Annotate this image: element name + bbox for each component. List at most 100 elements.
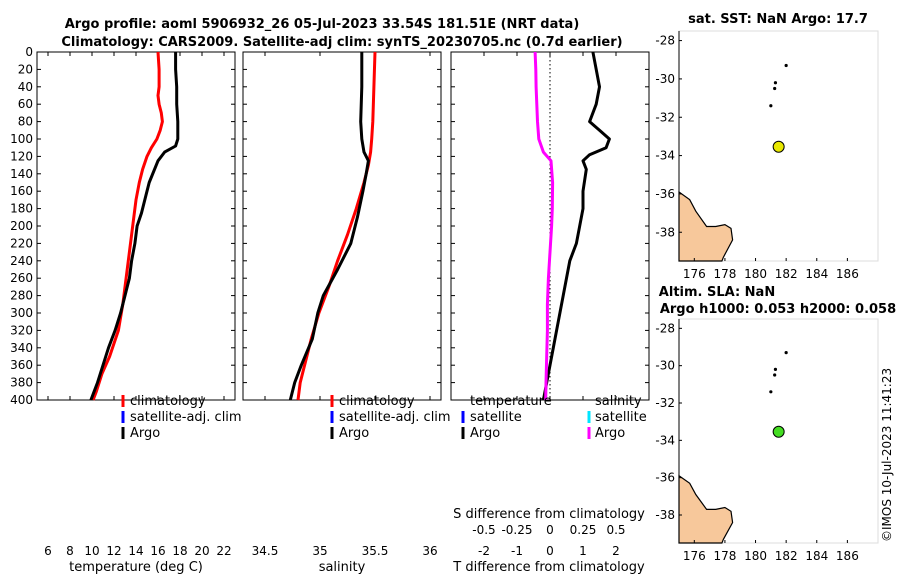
x-tick-label: 178 (713, 267, 736, 281)
x-tick-label: 34.5 (252, 544, 279, 558)
y-tick-label: -34 (655, 149, 675, 163)
island (773, 86, 777, 91)
island (773, 373, 777, 377)
y-tick-label: 220 (10, 236, 33, 250)
x-tick-label: 18 (172, 544, 187, 558)
s-tick-label: 0.25 (570, 523, 597, 537)
y-tick-label: -28 (655, 321, 675, 335)
series-t-argo-clim (541, 51, 611, 401)
y-tick-label: 140 (10, 167, 33, 181)
x-tick-label: 182 (775, 267, 798, 281)
x-tick-label: 0 (546, 544, 554, 558)
x-tick-label: -1 (511, 544, 523, 558)
series-argo (288, 52, 370, 401)
island (769, 390, 773, 394)
y-tick-label: -28 (655, 34, 675, 48)
island (784, 351, 788, 355)
y-tick-label: -38 (655, 225, 675, 239)
y-tick-label: 280 (10, 289, 33, 303)
x-tick-label: 22 (216, 544, 231, 558)
sla-map-subtitle: Argo h1000: 0.053 h2000: 0.058 (660, 302, 896, 317)
y-tick-label: 120 (10, 149, 33, 163)
legend-satellite-adj: satellite-adj. clim (339, 410, 451, 425)
sst-map-panel: sat. SST: NaN Argo: 17.7 -28 -30 -32 -34 -36… (655, 12, 879, 281)
s-tick-label: 0 (546, 523, 554, 537)
y-tick-label: 80 (18, 115, 33, 129)
legend-t-argo: Argo (470, 426, 500, 441)
y-tick-label: 360 (10, 358, 33, 372)
x-tick-label: 182 (775, 549, 798, 563)
x-tick-label: 2 (612, 544, 620, 558)
x-tick-label: 6 (44, 544, 52, 558)
y-tick-label: 180 (10, 202, 33, 216)
s-difference-label: S difference from climatology (453, 507, 645, 522)
salinity-xlabel: salinity (319, 560, 366, 575)
x-tick-label: 184 (805, 549, 828, 563)
y-tick-label: -30 (655, 359, 675, 373)
argo-float-marker (772, 425, 785, 438)
x-tick-label: 35.5 (362, 544, 389, 558)
x-tick-label: 12 (106, 544, 121, 558)
x-tick-label: -2 (478, 544, 490, 558)
salinity-panel: 34.5 35 35.5 36 salinity climatology satell… (242, 51, 451, 575)
island (784, 63, 788, 68)
legend-satellite-adj: satellite-adj. clim (130, 410, 242, 425)
x-tick-label: 176 (683, 549, 706, 563)
x-tick-label: 184 (805, 267, 828, 281)
y-tick-label: -36 (655, 471, 675, 485)
salinity-axes (242, 51, 442, 401)
legend-temperature-title: temperature (470, 394, 552, 409)
y-tick-label: 40 (18, 80, 33, 94)
legend-t-satellite: satellite (470, 410, 522, 425)
y-tick-label: 60 (18, 97, 33, 111)
island (773, 367, 778, 371)
x-tick-label: 20 (194, 544, 209, 558)
x-tick-label: 14 (128, 544, 143, 558)
legend-argo: Argo (130, 426, 160, 441)
x-tick-label: 16 (150, 544, 165, 558)
y-tick-label: 200 (10, 219, 33, 233)
x-tick-label: 8 (66, 544, 74, 558)
title-line-1: Argo profile: aoml 5906932_26 05-Jul-202… (65, 17, 580, 32)
land-mass (678, 190, 734, 262)
legend-argo: Argo (339, 426, 369, 441)
x-tick-label: 186 (836, 549, 859, 563)
legend-s-satellite: satellite (595, 410, 647, 425)
legend-climatology: climatology (130, 394, 206, 409)
series-argo (89, 52, 180, 401)
y-tick-label: -32 (655, 396, 675, 410)
legend-s-argo: Argo (595, 426, 625, 441)
y-tick-label: 160 (10, 184, 33, 198)
x-tick-label: 180 (744, 267, 767, 281)
t-difference-xlabel: T difference from climatology (452, 560, 645, 575)
legend-climatology: climatology (339, 394, 415, 409)
x-tick-label: 178 (713, 549, 736, 563)
y-tick-label: 400 (10, 393, 33, 407)
y-tick-label: -34 (655, 433, 675, 447)
argo-float-marker (772, 140, 785, 153)
temperature-panel: 0 20 40 60 80 100 120 140 160 180 200 220 240 260 280 3… (10, 45, 242, 575)
y-tick-label: -36 (655, 187, 675, 201)
y-tick-label: 0 (25, 45, 33, 59)
series-climatology (91, 51, 164, 401)
sla-map-panel: Altim. SLA: NaN Argo h1000: 0.053 h2000:… (655, 285, 896, 563)
imos-timestamp: ©IMOS 10-Jul-2023 11:41:23 (880, 367, 894, 542)
x-tick-label: 10 (84, 544, 99, 558)
x-tick-label: 180 (744, 549, 767, 563)
sst-map-title: sat. SST: NaN Argo: 17.7 (688, 12, 868, 27)
x-tick-label: 35 (312, 544, 327, 558)
y-tick-label: 240 (10, 254, 33, 268)
title-line-2: Climatology: CARS2009. Satellite-adj cli… (61, 35, 622, 50)
x-tick-label: 186 (836, 267, 859, 281)
temperature-xlabel: temperature (deg C) (69, 560, 203, 575)
island (769, 104, 773, 108)
legend-salinity-title: salinity (595, 394, 642, 409)
y-tick-label: -38 (655, 508, 675, 522)
y-tick-label: 320 (10, 323, 33, 337)
y-tick-label: 380 (10, 376, 33, 390)
y-tick-label: -30 (655, 72, 675, 86)
difference-panel: -2 -1 0 1 2 T difference from climatology S … (450, 51, 650, 575)
x-tick-label: 1 (579, 544, 587, 558)
x-tick-label: 176 (683, 267, 706, 281)
y-tick-label: 20 (18, 62, 33, 76)
